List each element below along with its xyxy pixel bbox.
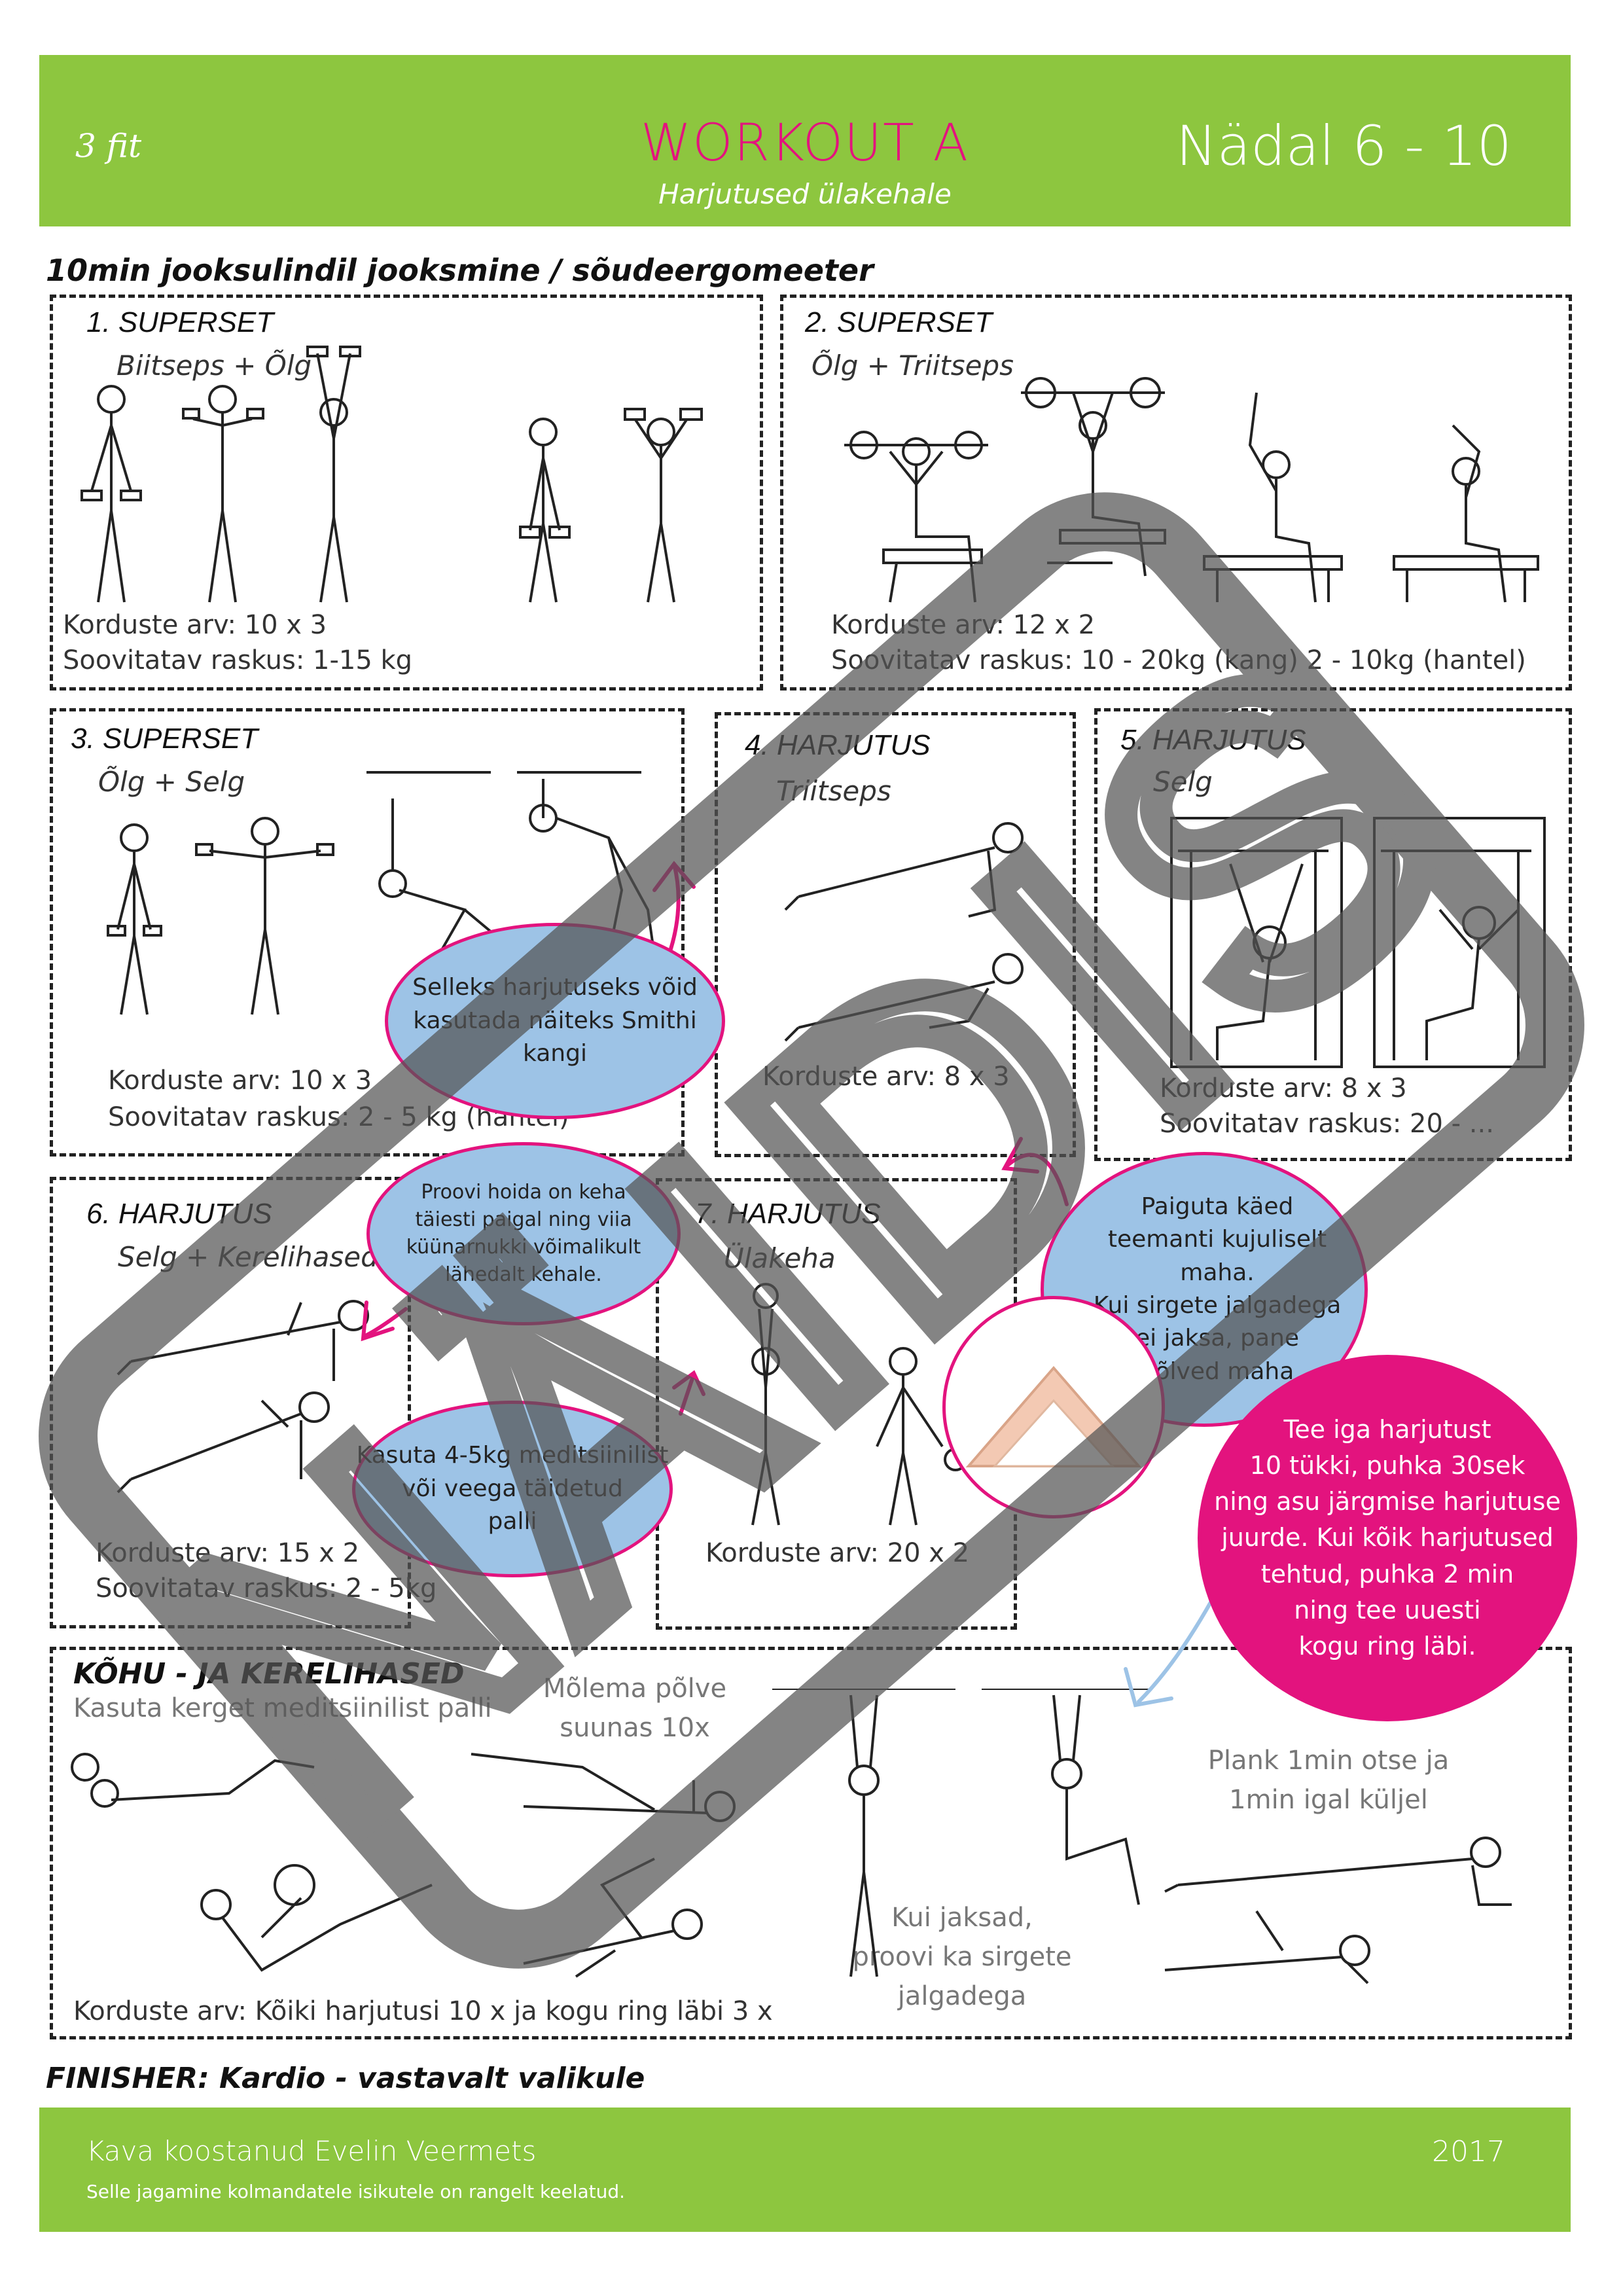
warmup-heading: 10min jooksulindil jooksmine / sõudeergo… (46, 253, 874, 288)
bubble-hold-tip: Proovi hoida on keha täiesti paigal ning… (366, 1142, 681, 1325)
core-reps: Korduste arv: Kõiki harjutusi 10 x ja ko… (73, 1996, 773, 2026)
bubble-hold-line-3: küünarnukki võimalikult (406, 1236, 641, 1259)
bubble-circuit-line-6: ning tee uuesti (1294, 1595, 1481, 1624)
bubble-diamond-line-1: Paiguta käed (1141, 1193, 1294, 1220)
diamond-hands-photo (942, 1296, 1165, 1518)
bubble-smith-tip: Selleks harjutuseks võid kasutada näitek… (385, 923, 725, 1119)
bubble-circuit-line-2: 10 tükki, puhka 30sek (1249, 1451, 1525, 1480)
finisher-heading: FINISHER: Kardio - vastavalt valikule (46, 2062, 645, 2095)
arrow-circuit (1124, 1588, 1219, 1708)
superset-2-subtitle: Õlg + Triitseps (812, 350, 1014, 382)
bubble-smith-line-3: kangi (523, 1040, 587, 1067)
bubble-ball-tip: Kasuta 4-5kg meditsiinilist või veega tä… (352, 1401, 673, 1577)
header-band: 3 fit WORKOUT A Harjutused ülakehale Näd… (39, 55, 1571, 226)
bubble-circuit-line-1: Tee iga harjutust (1283, 1415, 1491, 1444)
bubble-circuit-instructions: Tee iga harjutust 10 tükki, puhka 30sek … (1198, 1355, 1577, 1721)
bubble-hold-line-1: Proovi hoida on keha (421, 1181, 626, 1204)
bubble-circuit-line-7: kogu ring läbi. (1298, 1631, 1476, 1660)
bubble-circuit-line-3: ning asu järgmise harjutuse (1214, 1487, 1561, 1516)
bubble-smith-line-2: kasutada näiteks Smithi (413, 1007, 697, 1034)
footer-notice: Selle jagamine kolmandatele isikutele on… (86, 2181, 626, 2202)
bubble-hold-line-2: täiesti paigal ning viia (415, 1208, 632, 1231)
figure-shoulder-press (306, 346, 361, 603)
bubble-hold-line-4: lähedalt kehale. (445, 1263, 602, 1286)
bubble-circuit-line-4: juurde. Kui kõik harjutused (1221, 1523, 1554, 1552)
bubble-circuit-line-5: tehtud, puhka 2 min (1260, 1559, 1514, 1588)
bubble-ball-line-1: Kasuta 4-5kg meditsiinilist (356, 1442, 669, 1469)
workout-subtitle: Harjutused ülakehale (658, 178, 952, 210)
arrow-ball (672, 1370, 705, 1416)
footer-band: Kava koostanud Evelin Veermets 2017 Sell… (39, 2108, 1571, 2232)
arrow-hold (361, 1300, 408, 1342)
workout-title: WORKOUT A (641, 114, 969, 173)
footer-year: 2017 (1432, 2135, 1505, 2168)
figure-bicep-curl-2 (182, 385, 264, 603)
bubble-ball-line-2: või veega täidetud (402, 1475, 623, 1502)
bubble-smith-line-1: Selleks harjutuseks võid (412, 974, 698, 1001)
week-label: Nädal 6 - 10 (1175, 114, 1512, 178)
footer-author: Kava koostanud Evelin Veermets (86, 2135, 537, 2167)
bubble-diamond-line-2: teemanti kujuliselt maha. (1107, 1226, 1327, 1286)
logo: 3 fit (75, 127, 142, 165)
bubble-ball-line-3: palli (488, 1508, 537, 1535)
superset-1-title: 1. SUPERSET (86, 306, 274, 338)
figure-front-raise (624, 408, 703, 603)
diamond-hands-icon (965, 1365, 1142, 1467)
superset-1-subtitle: Biitseps + Õlg (116, 350, 312, 382)
superset-2-title: 2. SUPERSET (805, 306, 993, 338)
core-note-straight-legs-line-3: jalgadega (897, 1981, 1027, 2011)
